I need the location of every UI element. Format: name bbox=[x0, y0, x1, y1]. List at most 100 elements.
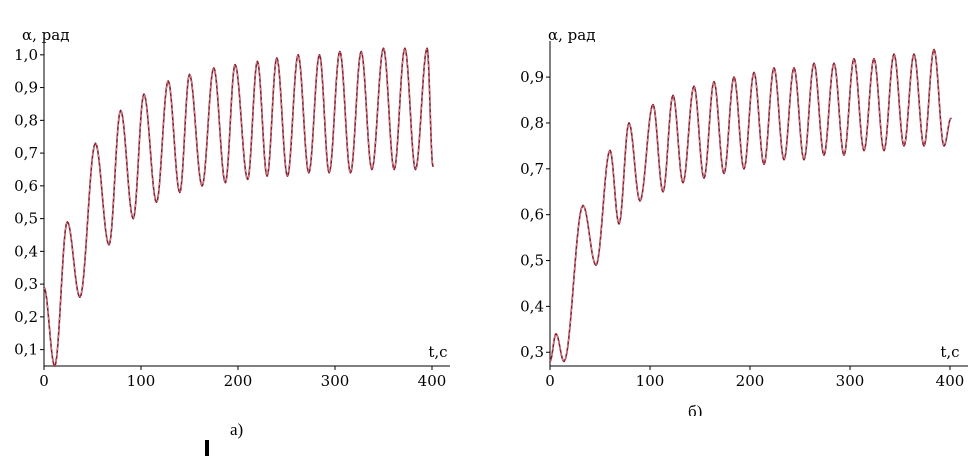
y-tick-label: 0,7 bbox=[14, 144, 38, 162]
data-point bbox=[179, 191, 181, 194]
x-tick-label: 100 bbox=[127, 372, 156, 390]
x-tick-label: 200 bbox=[224, 372, 253, 390]
y-tick-label: 0,8 bbox=[520, 114, 544, 132]
data-point bbox=[763, 163, 765, 166]
data-point bbox=[286, 175, 289, 177]
data-point bbox=[549, 360, 551, 363]
data-point bbox=[53, 365, 56, 367]
y-tick-label: 1,0 bbox=[14, 46, 38, 64]
series-line-dash bbox=[43, 47, 434, 367]
y-tick-label: 0,6 bbox=[520, 206, 544, 224]
data-point bbox=[713, 80, 715, 83]
data-point bbox=[652, 103, 654, 106]
x-tick-label: 100 bbox=[636, 372, 665, 390]
y-tick-label: 0,9 bbox=[14, 79, 38, 97]
y-tick-label: 0,5 bbox=[14, 210, 38, 228]
data-point bbox=[863, 149, 865, 152]
x-axis-title: t,c bbox=[428, 343, 447, 361]
y-axis-title: α, рад bbox=[548, 26, 595, 44]
data-point bbox=[371, 168, 373, 171]
data-point bbox=[201, 185, 203, 187]
data-point bbox=[853, 57, 855, 60]
data-point bbox=[943, 145, 945, 147]
x-tick-label: 0 bbox=[39, 372, 49, 390]
data-point bbox=[276, 57, 278, 59]
data-point bbox=[893, 53, 895, 55]
data-point bbox=[733, 76, 735, 78]
data-point bbox=[595, 264, 597, 266]
x-tick-label: 400 bbox=[936, 372, 965, 390]
data-point bbox=[339, 50, 341, 53]
series-line bbox=[549, 48, 952, 363]
data-point bbox=[609, 149, 611, 152]
data-point bbox=[672, 94, 674, 97]
x-tick-label: 400 bbox=[418, 372, 447, 390]
data-point bbox=[94, 142, 97, 145]
x-tick-label: 300 bbox=[836, 372, 865, 390]
y-tick-label: 0,3 bbox=[14, 275, 38, 293]
data-point bbox=[682, 181, 684, 184]
data-point bbox=[933, 48, 935, 51]
data-point bbox=[143, 93, 145, 95]
data-point bbox=[66, 221, 69, 223]
cropped-text-fragment bbox=[205, 440, 209, 456]
series-line-dash bbox=[549, 48, 952, 362]
data-point bbox=[628, 122, 630, 124]
y-tick-label: 0,6 bbox=[14, 177, 38, 195]
y-tick-label: 0,2 bbox=[14, 308, 38, 326]
data-point bbox=[108, 244, 110, 246]
y-tick-label: 0,1 bbox=[14, 341, 38, 359]
data-point bbox=[582, 204, 584, 207]
data-point bbox=[155, 201, 158, 204]
x-tick-label: 200 bbox=[736, 372, 765, 390]
data-point bbox=[693, 85, 695, 88]
data-point bbox=[903, 145, 905, 147]
data-point bbox=[803, 158, 805, 161]
y-tick-label: 0,4 bbox=[520, 297, 544, 315]
y-tick-label: 0,4 bbox=[14, 242, 38, 260]
data-point bbox=[783, 158, 785, 161]
data-point bbox=[266, 175, 268, 177]
data-point bbox=[913, 53, 915, 55]
data-point bbox=[119, 109, 122, 112]
data-point bbox=[360, 50, 362, 53]
chart-right: 0,3 0,4 0,5 0,6 0,7 0,8 0,9 0 100 200 300 400 α, рад… bbox=[520, 26, 968, 390]
caption-right: б) bbox=[688, 402, 703, 416]
data-point bbox=[555, 333, 557, 335]
data-point bbox=[308, 171, 310, 174]
data-point bbox=[563, 360, 565, 363]
caption-left: а) bbox=[230, 420, 244, 439]
x-tick-label: 300 bbox=[321, 372, 350, 390]
data-point bbox=[950, 117, 952, 120]
series-line bbox=[43, 47, 434, 367]
data-point bbox=[873, 57, 875, 60]
chart-left: 0,1 0,2 0,3 0,4 0,5 0,6 0,7 0,8 0,9 1,0 0 100 200 300… bbox=[14, 26, 450, 390]
data-point bbox=[414, 168, 417, 171]
data-point bbox=[43, 286, 45, 289]
data-point bbox=[618, 223, 620, 225]
data-point bbox=[773, 67, 775, 69]
data-point bbox=[234, 63, 236, 66]
data-point bbox=[883, 149, 885, 152]
data-point bbox=[349, 171, 352, 174]
data-point bbox=[753, 71, 755, 74]
data-point bbox=[639, 200, 641, 202]
data-point bbox=[404, 47, 406, 50]
data-point bbox=[723, 172, 725, 175]
data-point bbox=[426, 47, 428, 50]
y-tick-label: 0,8 bbox=[14, 111, 38, 129]
y-tick-label: 0,5 bbox=[520, 252, 544, 270]
data-point bbox=[297, 54, 299, 56]
data-point bbox=[246, 178, 249, 181]
data-point bbox=[662, 190, 664, 193]
data-point bbox=[843, 154, 845, 156]
data-point bbox=[224, 181, 227, 184]
data-point bbox=[382, 47, 385, 50]
data-point bbox=[393, 168, 395, 171]
data-point bbox=[256, 60, 259, 63]
data-point bbox=[132, 217, 135, 220]
y-tick-label: 0,3 bbox=[520, 343, 544, 361]
data-point bbox=[328, 171, 330, 174]
data-point bbox=[813, 62, 815, 65]
